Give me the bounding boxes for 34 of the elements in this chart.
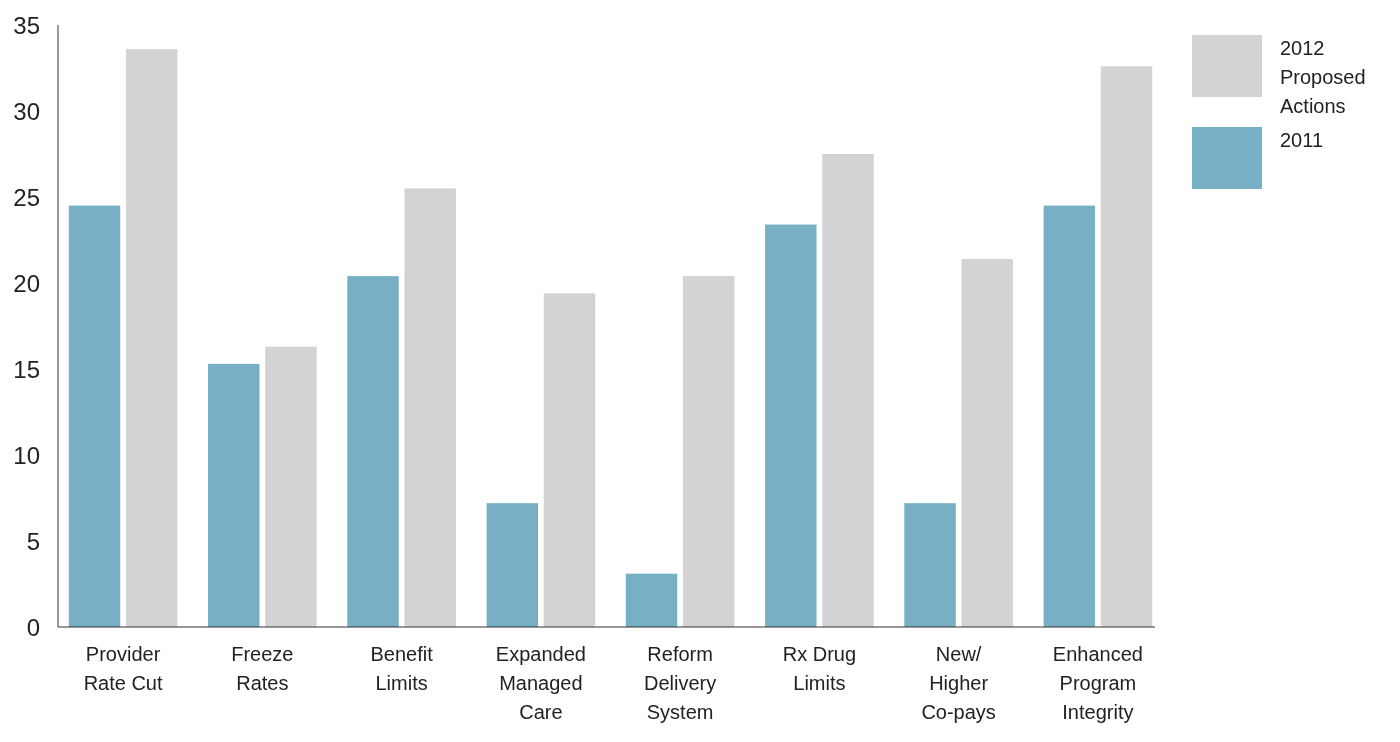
x-tick-label: Expanded Managed Care [495, 643, 586, 723]
bar [347, 276, 399, 627]
y-tick-label: 30 [13, 97, 40, 125]
bar [404, 188, 456, 627]
x-tick-label: Benefit Limits [370, 643, 434, 694]
bar [486, 503, 539, 627]
y-tick-label: 10 [13, 441, 40, 469]
y-tick-label: 35 [13, 11, 40, 39]
x-tick-label: New/ Higher Co-pays [921, 643, 996, 723]
x-tick-label: Enhanced Program Integrity [1052, 643, 1143, 723]
bar [1100, 66, 1153, 627]
bar [822, 154, 874, 627]
text: 2012 Proposed Actions [1280, 37, 1366, 117]
x-tick-label: Provider Rate Cut [83, 643, 163, 694]
x-tick-label: Rx Drug Limits [782, 643, 857, 694]
bar [543, 293, 596, 627]
y-tick-label: 5 [26, 527, 40, 555]
bar [1043, 205, 1096, 627]
y-tick-label: 20 [13, 269, 40, 297]
bar [125, 49, 178, 627]
bar [265, 346, 317, 627]
y-tick-label: 25 [13, 183, 40, 211]
y-tick-label: 0 [26, 613, 40, 641]
bar [68, 205, 121, 627]
bar [682, 276, 735, 627]
bar [208, 363, 260, 627]
bar [625, 573, 678, 627]
x-tick-label: Reform Delivery System [644, 643, 717, 723]
text: 2011 [1280, 129, 1324, 151]
x-tick-label: Freeze Rates [231, 643, 294, 694]
y-tick-label: 15 [13, 355, 40, 383]
bar [765, 224, 817, 627]
bar [904, 503, 956, 627]
bar [961, 258, 1013, 627]
